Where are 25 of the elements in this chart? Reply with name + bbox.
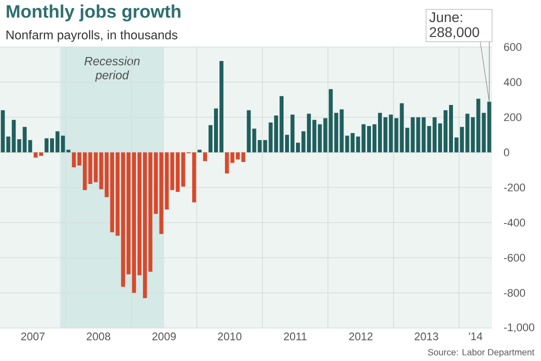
x-tick-label: 2008 <box>86 332 110 340</box>
y-tick-label: -400 <box>504 218 526 227</box>
bar <box>246 110 251 152</box>
x-tick-label: 2012 <box>349 332 373 340</box>
band-label: Recession period <box>84 56 140 82</box>
y-tick-label: 200 <box>504 113 522 122</box>
x-tick-label: '14 <box>468 332 482 340</box>
y-tick-label: -800 <box>504 288 526 297</box>
y-tick-label: 0 <box>504 148 510 156</box>
chart-subtitle: Nonfarm payrolls, in thousands <box>6 30 178 42</box>
y-tick-label: -1,000 <box>504 323 534 333</box>
source-note: Source: Labor Department <box>428 348 534 358</box>
x-tick-label: 2007 <box>21 332 45 340</box>
x-tick-label: 2009 <box>152 332 176 340</box>
x-tick-label: 2011 <box>284 332 307 340</box>
text: June: 288,000 <box>429 12 480 39</box>
chart-title: Monthly jobs growth <box>6 4 180 22</box>
x-tick-label: 2013 <box>414 332 438 340</box>
bar <box>198 150 202 152</box>
y-tick-label: -200 <box>504 184 526 192</box>
y-tick-label: 400 <box>504 78 522 86</box>
x-tick-label: 2010 <box>218 332 242 340</box>
y-tick-label: -600 <box>504 254 526 262</box>
bar <box>203 152 208 162</box>
y-tick-label: 600 <box>504 43 522 51</box>
